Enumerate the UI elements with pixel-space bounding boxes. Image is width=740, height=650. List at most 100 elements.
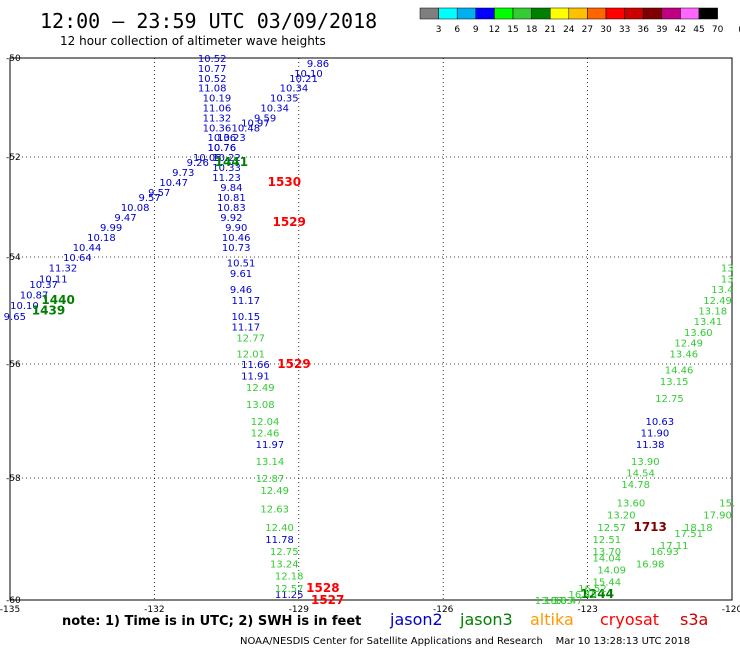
wave-height-value: 10.48 bbox=[232, 123, 261, 134]
wave-height-value: 11.90 bbox=[641, 428, 670, 439]
wave-height-value: 10.73 bbox=[222, 243, 251, 254]
scale-swatch bbox=[568, 7, 588, 20]
wave-height-labels: 10.5210.7710.5211.0810.1911.0611.3210.36… bbox=[4, 54, 735, 607]
wave-height-value: 15.44 bbox=[593, 578, 622, 589]
scale-label: 9 bbox=[473, 25, 479, 35]
satellite-name: jason3 bbox=[459, 610, 513, 629]
wave-height-value: 14.46 bbox=[665, 366, 694, 377]
wave-height-value: 11.08 bbox=[198, 84, 227, 95]
scale-swatch bbox=[605, 7, 625, 20]
y-tick-label: -50 bbox=[6, 54, 21, 64]
wave-height-value: 9.61 bbox=[230, 269, 252, 280]
wave-height-value: 12.01 bbox=[236, 349, 265, 360]
wave-height-value: 18.18 bbox=[684, 523, 713, 534]
wave-height-value: 10.87 bbox=[20, 290, 49, 301]
scale-label: 18 bbox=[526, 25, 538, 35]
wave-height-value: 10.11 bbox=[39, 274, 68, 285]
footer-note: note: 1) Time is in UTC; 2) SWH is in fe… bbox=[62, 614, 361, 629]
scale-label: 21 bbox=[544, 25, 555, 35]
wave-height-value: 1440 bbox=[41, 293, 74, 307]
wave-height-value: 17.51 bbox=[674, 529, 703, 540]
wave-height-value: 9.46 bbox=[230, 285, 252, 296]
wave-height-value: 13.14 bbox=[256, 457, 285, 468]
wave-height-value: 9.84 bbox=[220, 183, 242, 194]
wave-height-value: 1530 bbox=[268, 175, 301, 189]
wave-height-value: 10.63 bbox=[645, 417, 674, 428]
wave-height-value: 10.52 bbox=[198, 54, 227, 65]
wave-height-value: 9.86 bbox=[307, 59, 329, 70]
wave-height-value: 13.18 bbox=[698, 307, 727, 318]
wave-height-value: 12.18 bbox=[275, 572, 304, 583]
wave-height-value: 10.83 bbox=[217, 203, 246, 214]
scale-swatch bbox=[680, 7, 700, 20]
wave-height-value: 10.36 bbox=[203, 123, 232, 134]
wave-height-value: 10.52 bbox=[198, 74, 227, 85]
scale-label: 42 bbox=[675, 25, 686, 35]
wave-height-value: 12.75 bbox=[655, 394, 684, 405]
wave-height-value: 13 bbox=[721, 274, 734, 285]
wave-height-value: 14.04 bbox=[593, 553, 622, 564]
wave-height-value: 12.49 bbox=[246, 383, 275, 394]
wave-height-value: 10.76 bbox=[207, 143, 236, 154]
axis-tick-labels: -135 -132 -129 -126 -123 -120 -50 -52 -54 -56 -58 -… bbox=[0, 54, 740, 615]
satellite-name: jason2 bbox=[389, 610, 443, 629]
wave-height-value: 10.46 bbox=[222, 233, 251, 244]
wave-height-value: 11.25 bbox=[275, 590, 304, 601]
wave-height-value: 10.23 bbox=[217, 133, 246, 144]
wave-height-value: 10.10 bbox=[10, 301, 39, 312]
wave-height-value: 10.36 bbox=[207, 133, 236, 144]
wave-height-value: 1527 bbox=[311, 593, 344, 607]
wave-height-value: 10.05 bbox=[193, 153, 222, 164]
scale-swatch bbox=[624, 7, 644, 20]
scale-label: 12 bbox=[489, 25, 500, 35]
scale-swatch bbox=[419, 7, 439, 20]
scale-label: 33 bbox=[619, 25, 630, 35]
wave-height-value: 13.24 bbox=[270, 559, 299, 570]
scale-swatch bbox=[661, 7, 681, 20]
wave-height-value: 12.04 bbox=[251, 417, 280, 428]
wave-height-value: 10.08 bbox=[121, 203, 150, 214]
wave-height-value: 10.37 bbox=[29, 280, 58, 291]
wave-height-value: 11.32 bbox=[203, 113, 232, 124]
satellite-name: cryosat bbox=[600, 610, 659, 629]
wave-height-value: 1528 bbox=[306, 581, 339, 595]
wave-height-value: 10.19 bbox=[203, 94, 232, 105]
wave-height-value: 11.23 bbox=[212, 173, 241, 184]
scale-swatch bbox=[475, 7, 495, 20]
x-tick-label: -135 bbox=[0, 605, 20, 615]
scale-swatch bbox=[512, 7, 532, 20]
wave-height-value: 13.4 bbox=[711, 285, 733, 296]
wave-height-value: 10.18 bbox=[87, 233, 116, 244]
x-tick-label: -120 bbox=[722, 605, 740, 615]
wave-height-value: 12.57 bbox=[597, 523, 626, 534]
wave-height-value: 10.34 bbox=[260, 104, 289, 115]
lat-lon-grid bbox=[10, 58, 732, 600]
wave-height-value: 16.98 bbox=[636, 559, 665, 570]
chart-title: 12:00 – 23:59 UTC 03/09/2018 bbox=[40, 9, 377, 33]
wave-height-value: 11.38 bbox=[636, 440, 665, 451]
x-tick-label: -123 bbox=[577, 605, 597, 615]
wave-height-value: 10.33 bbox=[212, 163, 241, 174]
wave-height-value: 16.47 bbox=[554, 596, 583, 607]
y-tick-label: -56 bbox=[6, 360, 21, 370]
wave-height-value: 16.45 bbox=[568, 590, 597, 601]
map-frame bbox=[9, 57, 733, 601]
wave-height-value: 12.49 bbox=[703, 296, 732, 307]
wave-height-value: 13.15 bbox=[660, 377, 689, 388]
wave-height-value: 11.78 bbox=[265, 535, 294, 546]
wave-height-value: 10.97 bbox=[241, 118, 270, 129]
wave-height-value: 12.49 bbox=[260, 486, 289, 497]
wave-height-value: 10.44 bbox=[73, 243, 102, 254]
wave-height-value: 13.70 bbox=[593, 547, 622, 558]
wave-height-value: 14.54 bbox=[626, 468, 655, 479]
scale-label: 24 bbox=[563, 25, 575, 35]
wave-height-value: 9.47 bbox=[114, 213, 136, 224]
y-tick-label: -52 bbox=[6, 153, 21, 163]
wave-height-value: 12.46 bbox=[251, 428, 280, 439]
wave-height-value: 9.57 bbox=[138, 193, 160, 204]
wave-height-value: 13.60 bbox=[617, 498, 646, 509]
wave-height-value: 9.92 bbox=[220, 213, 242, 224]
x-tick-label: -132 bbox=[144, 605, 164, 615]
